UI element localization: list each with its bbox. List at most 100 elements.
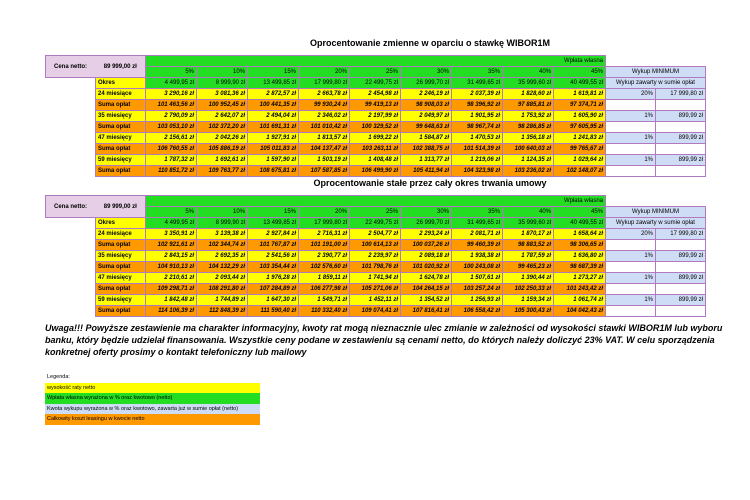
monthly-rate: 1 647,30 zł	[247, 294, 299, 306]
monthly-rate: 2 346,02 zł	[298, 110, 350, 122]
monthly-rate: 1 597,90 zł	[247, 154, 299, 166]
total-cost: 98 967,74 zł	[451, 121, 503, 133]
wykup-value: 17 999,80 zł	[655, 228, 706, 240]
monthly-rate: 2 042,26 zł	[196, 132, 248, 144]
total-cost: 102 344,74 zł	[196, 239, 248, 251]
monthly-rate: 1 390,44 zł	[502, 272, 554, 284]
total-cost: 101 243,42 zł	[553, 283, 606, 295]
table-row: Suma opłat 101 463,56 zł 100 952,45 zł 100 …	[46, 99, 706, 111]
table-row: 47 miesięcy 2 156,61 zł 2 042,26 zł 1 927,9…	[46, 132, 706, 144]
total-cost: 100 614,13 zł	[349, 239, 401, 251]
empty	[46, 273, 96, 284]
total-cost: 108 675,81 zł	[247, 165, 299, 177]
percent-header: 25%	[349, 66, 401, 78]
legend-item-down-payment: Wpłata własna wyrażona w % oraz kwotowo …	[45, 393, 260, 404]
monthly-rate: 1 619,81 zł	[553, 88, 606, 100]
total-cost: 98 883,52 zł	[502, 239, 554, 251]
monthly-rate: 1 859,11 zł	[298, 272, 350, 284]
wykup-percent: 1%	[605, 250, 656, 262]
total-cost: 99 465,23 zł	[502, 261, 554, 273]
monthly-rate: 1 658,64 zł	[553, 228, 606, 240]
wykup-value: 899,99 zł	[655, 294, 706, 306]
empty	[605, 305, 656, 317]
total-cost: 105 300,43 zł	[502, 305, 554, 317]
sum-label: Suma opłat	[95, 305, 146, 317]
percent-header: 5%	[145, 206, 197, 218]
monthly-rate: 2 790,09 zł	[145, 110, 197, 122]
monthly-rate: 1 241,83 zł	[553, 132, 606, 144]
monthly-rate: 2 494,04 zł	[247, 110, 299, 122]
wykup-value: 899,99 zł	[655, 154, 706, 166]
table-row: Suma opłat 103 053,10 zł 102 372,20 zł 101 …	[46, 121, 706, 133]
empty	[655, 283, 706, 295]
total-cost: 101 767,87 zł	[247, 239, 299, 251]
total-cost: 107 816,41 zł	[400, 305, 452, 317]
percent-header: 20%	[298, 206, 350, 218]
empty	[46, 218, 96, 229]
monthly-rate: 1 124,35 zł	[502, 154, 554, 166]
down-payment-amount: 35 999,60 zł	[502, 217, 554, 229]
legend-title: Legenda:	[45, 372, 260, 383]
total-cost: 104 323,98 zł	[451, 165, 503, 177]
sum-label: Suma opłat	[95, 261, 146, 273]
empty	[46, 284, 96, 295]
empty	[655, 99, 706, 111]
wykup-value: 899,99 zł	[655, 250, 706, 262]
monthly-rate: 2 872,57 zł	[247, 88, 299, 100]
total-cost: 103 257,24 zł	[451, 283, 503, 295]
total-cost: 104 137,47 zł	[298, 143, 350, 155]
monthly-rate: 1 507,61 zł	[451, 272, 503, 284]
percent-header: 35%	[451, 66, 503, 78]
table-row: 35 miesięcy 2 790,09 zł 2 642,07 zł 2 494,0…	[46, 110, 706, 122]
monthly-rate: 3 081,36 zł	[196, 88, 248, 100]
total-cost: 112 848,39 zł	[196, 305, 248, 317]
total-cost: 106 760,55 zł	[145, 143, 197, 155]
total-cost: 109 763,77 zł	[196, 165, 248, 177]
total-cost: 103 053,10 zł	[145, 121, 197, 133]
total-cost: 102 388,75 zł	[400, 143, 452, 155]
wykup-value: 899,99 zł	[655, 110, 706, 122]
down-payment-amount: 17 999,80 zł	[298, 217, 350, 229]
total-cost: 98 396,92 zł	[451, 99, 503, 111]
table-row: Suma opłat 106 760,55 zł 105 886,19 zł 105 …	[46, 143, 706, 155]
monthly-rate: 2 504,77 zł	[349, 228, 401, 240]
monthly-rate: 1 828,60 zł	[502, 88, 554, 100]
monthly-rate: 1 787,32 zł	[145, 154, 197, 166]
total-cost: 102 250,33 zł	[502, 283, 554, 295]
monthly-rate: 1 927,91 zł	[247, 132, 299, 144]
total-cost: 104 910,13 zł	[145, 261, 197, 273]
empty	[655, 239, 706, 251]
total-cost: 104 042,43 zł	[553, 305, 606, 317]
total-cost: 102 576,60 zł	[298, 261, 350, 273]
down-payment-amount: 26 999,70 zł	[400, 77, 452, 89]
percent-header: 20%	[298, 66, 350, 78]
percent-header: 15%	[247, 66, 299, 78]
empty	[605, 143, 656, 155]
empty	[605, 165, 656, 177]
percent-header: 25%	[349, 206, 401, 218]
monthly-rate: 1 624,78 zł	[400, 272, 452, 284]
total-cost: 105 011,83 zł	[247, 143, 299, 155]
monthly-rate: 1 470,53 zł	[451, 132, 503, 144]
table-row: 59 miesięcy 1 842,48 zł 1 744,89 zł 1 647,3…	[46, 294, 706, 306]
leasing-table-fixed: Cena netto: 89 999,00 zł Wpłata własna 5% 10…	[45, 195, 706, 317]
wykup-percent: 1%	[605, 272, 656, 284]
total-cost: 114 106,39 zł	[145, 305, 197, 317]
cena-value: 89 999,00 zł	[103, 203, 137, 210]
empty	[655, 305, 706, 317]
monthly-rate: 1 976,28 zł	[247, 272, 299, 284]
total-cost: 100 329,52 zł	[349, 121, 401, 133]
total-cost: 102 921,61 zł	[145, 239, 197, 251]
wplata-header: Wpłata własna	[145, 195, 606, 207]
sum-label: Suma opłat	[95, 143, 146, 155]
total-cost: 104 132,29 zł	[196, 261, 248, 273]
sum-label: Suma opłat	[95, 283, 146, 295]
total-cost: 100 037,26 zł	[400, 239, 452, 251]
wykup-percent: 1%	[605, 110, 656, 122]
monthly-rate: 2 037,39 zł	[451, 88, 503, 100]
monthly-rate: 1 842,48 zł	[145, 294, 197, 306]
total-cost: 102 372,20 zł	[196, 121, 248, 133]
empty	[46, 155, 96, 166]
total-cost: 105 271,06 zł	[349, 283, 401, 295]
monthly-rate: 1 356,18 zł	[502, 132, 554, 144]
